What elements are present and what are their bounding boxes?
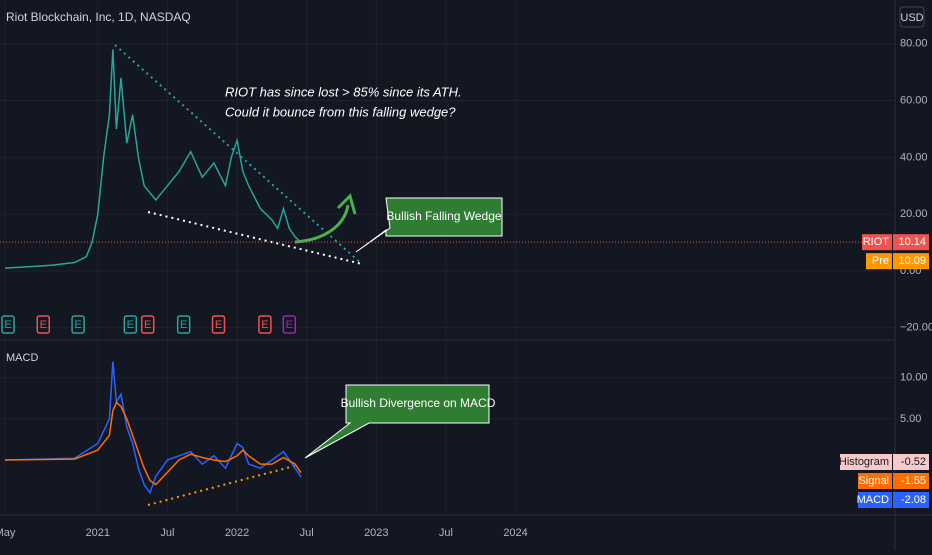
event-label: E: [215, 319, 222, 331]
badge-value: -2.08: [901, 494, 926, 506]
event-label: E: [40, 319, 47, 331]
event-label: E: [74, 319, 81, 331]
badge-name-bg: [862, 234, 892, 251]
event-marker: [282, 315, 297, 334]
callout-box: [304, 384, 490, 459]
x-tick-label: 2023: [364, 527, 388, 539]
badge-name: Pre: [872, 255, 889, 267]
badge-name-bg: [858, 492, 892, 508]
badge-name-bg: [840, 454, 892, 470]
badge-name: Signal: [858, 475, 889, 487]
callout-box: [355, 197, 503, 253]
x-tick-label: 2024: [503, 527, 527, 539]
x-tick-label: Jul: [160, 527, 174, 539]
arrow: [294, 204, 350, 244]
y-tick-label: 40.00: [900, 151, 928, 163]
event-marker: [211, 315, 226, 334]
badge-name: MACD: [857, 494, 889, 506]
event-label: E: [180, 319, 187, 331]
badge-value: -1.55: [901, 475, 926, 487]
x-tick-label: 2022: [225, 527, 249, 539]
event-label: E: [286, 319, 293, 331]
y-tick-label: 20.00: [900, 208, 928, 220]
event-marker: [1, 315, 15, 334]
badge-value-bg: [893, 454, 929, 470]
badge-name-bg: [858, 473, 892, 489]
event-marker: [71, 315, 85, 334]
series-line: [4, 49, 302, 269]
badge-value: 10.14: [898, 236, 926, 248]
badge-value-bg: [893, 473, 929, 489]
y-tick-label: −20.00: [900, 322, 932, 334]
macd-title: MACD: [6, 352, 38, 364]
currency-box[interactable]: [899, 6, 925, 28]
y-tick-label: 80.00: [900, 38, 928, 50]
note-line: RIOT has since lost > 85% since its ATH.: [225, 84, 462, 99]
divergence-line: [147, 464, 299, 506]
x-tick-label: May: [0, 527, 16, 539]
series-line: [4, 401, 302, 486]
badge-value: 10.09: [898, 255, 926, 267]
wedge-lower: [147, 211, 363, 265]
event-label: E: [261, 319, 268, 331]
callout-text: Bullish Divergence on MACD: [341, 396, 496, 410]
callout-text: Bullish Falling Wedge: [386, 209, 501, 223]
event-label: E: [4, 319, 11, 331]
event-label: E: [127, 319, 134, 331]
x-tick-label: Jul: [300, 527, 314, 539]
badge-name-bg: [866, 253, 892, 270]
badge-value-bg: [893, 492, 929, 508]
currency[interactable]: USD: [900, 12, 923, 24]
series-line: [4, 361, 302, 495]
event-marker: [176, 315, 191, 334]
y-tick-label: 60.00: [900, 94, 928, 106]
badge-name: Histogram: [839, 456, 889, 468]
badge-value-bg: [893, 234, 929, 251]
y-tick-label: 10.00: [900, 372, 928, 384]
x-tick-label: Jul: [439, 527, 453, 539]
badge-name: RIOT: [863, 236, 890, 248]
x-tick-label: 2021: [86, 527, 110, 539]
y-tick-label: 5.00: [900, 413, 921, 425]
badge-value-bg: [893, 253, 929, 270]
chart-title: Riot Blockchain, Inc, 1D, NASDAQ: [6, 10, 191, 24]
badge-value: -0.52: [901, 456, 926, 468]
event-marker: [123, 315, 138, 334]
wedge-upper: [114, 44, 363, 265]
event-marker: [258, 315, 272, 334]
note-line: Could it bounce from this falling wedge?: [225, 104, 456, 119]
event-marker: [140, 315, 155, 334]
event-label: E: [144, 319, 151, 331]
event-marker: [36, 315, 51, 334]
arrow-head: [336, 193, 357, 215]
